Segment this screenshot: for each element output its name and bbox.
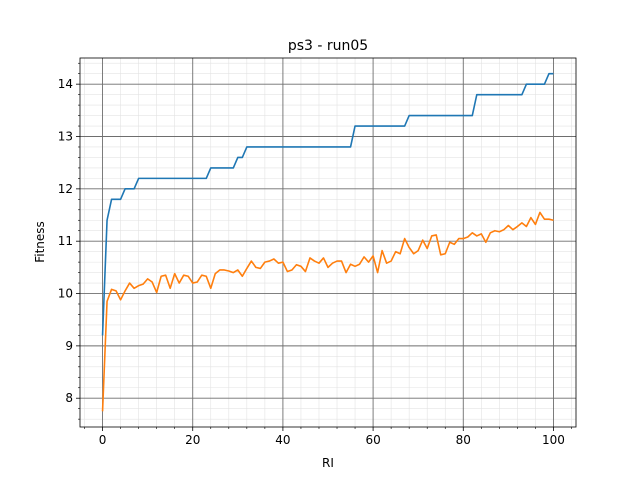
y-tick-label: 9 (65, 339, 73, 353)
y-axis-label: Fitness (33, 221, 47, 263)
x-axis-label: RI (322, 456, 334, 470)
x-tick-label: 20 (185, 433, 200, 447)
ticks (76, 62, 572, 431)
y-tick-label: 8 (65, 391, 73, 405)
major-grid (80, 58, 576, 427)
x-tick-label: 60 (365, 433, 380, 447)
x-tick-label: 40 (275, 433, 290, 447)
tick-labels: 0 20 40 60 80 100 8 9 10 11 12 13 14 (58, 77, 565, 447)
x-tick-label: 0 (99, 433, 107, 447)
y-tick-label: 10 (58, 287, 73, 301)
y-tick-label: 14 (58, 77, 73, 91)
plot-frame (79, 57, 577, 428)
y-tick-label: 12 (58, 182, 73, 196)
series-line-1 (101, 72, 554, 336)
y-tick-label: 11 (58, 234, 73, 248)
series-layer (101, 72, 554, 412)
chart-title: ps3 - run05 (288, 38, 368, 54)
x-tick-label: 80 (456, 433, 471, 447)
series-line-2 (101, 211, 554, 412)
minor-grid (80, 58, 576, 427)
x-tick-label: 100 (542, 433, 565, 447)
y-tick-label: 13 (58, 130, 73, 144)
